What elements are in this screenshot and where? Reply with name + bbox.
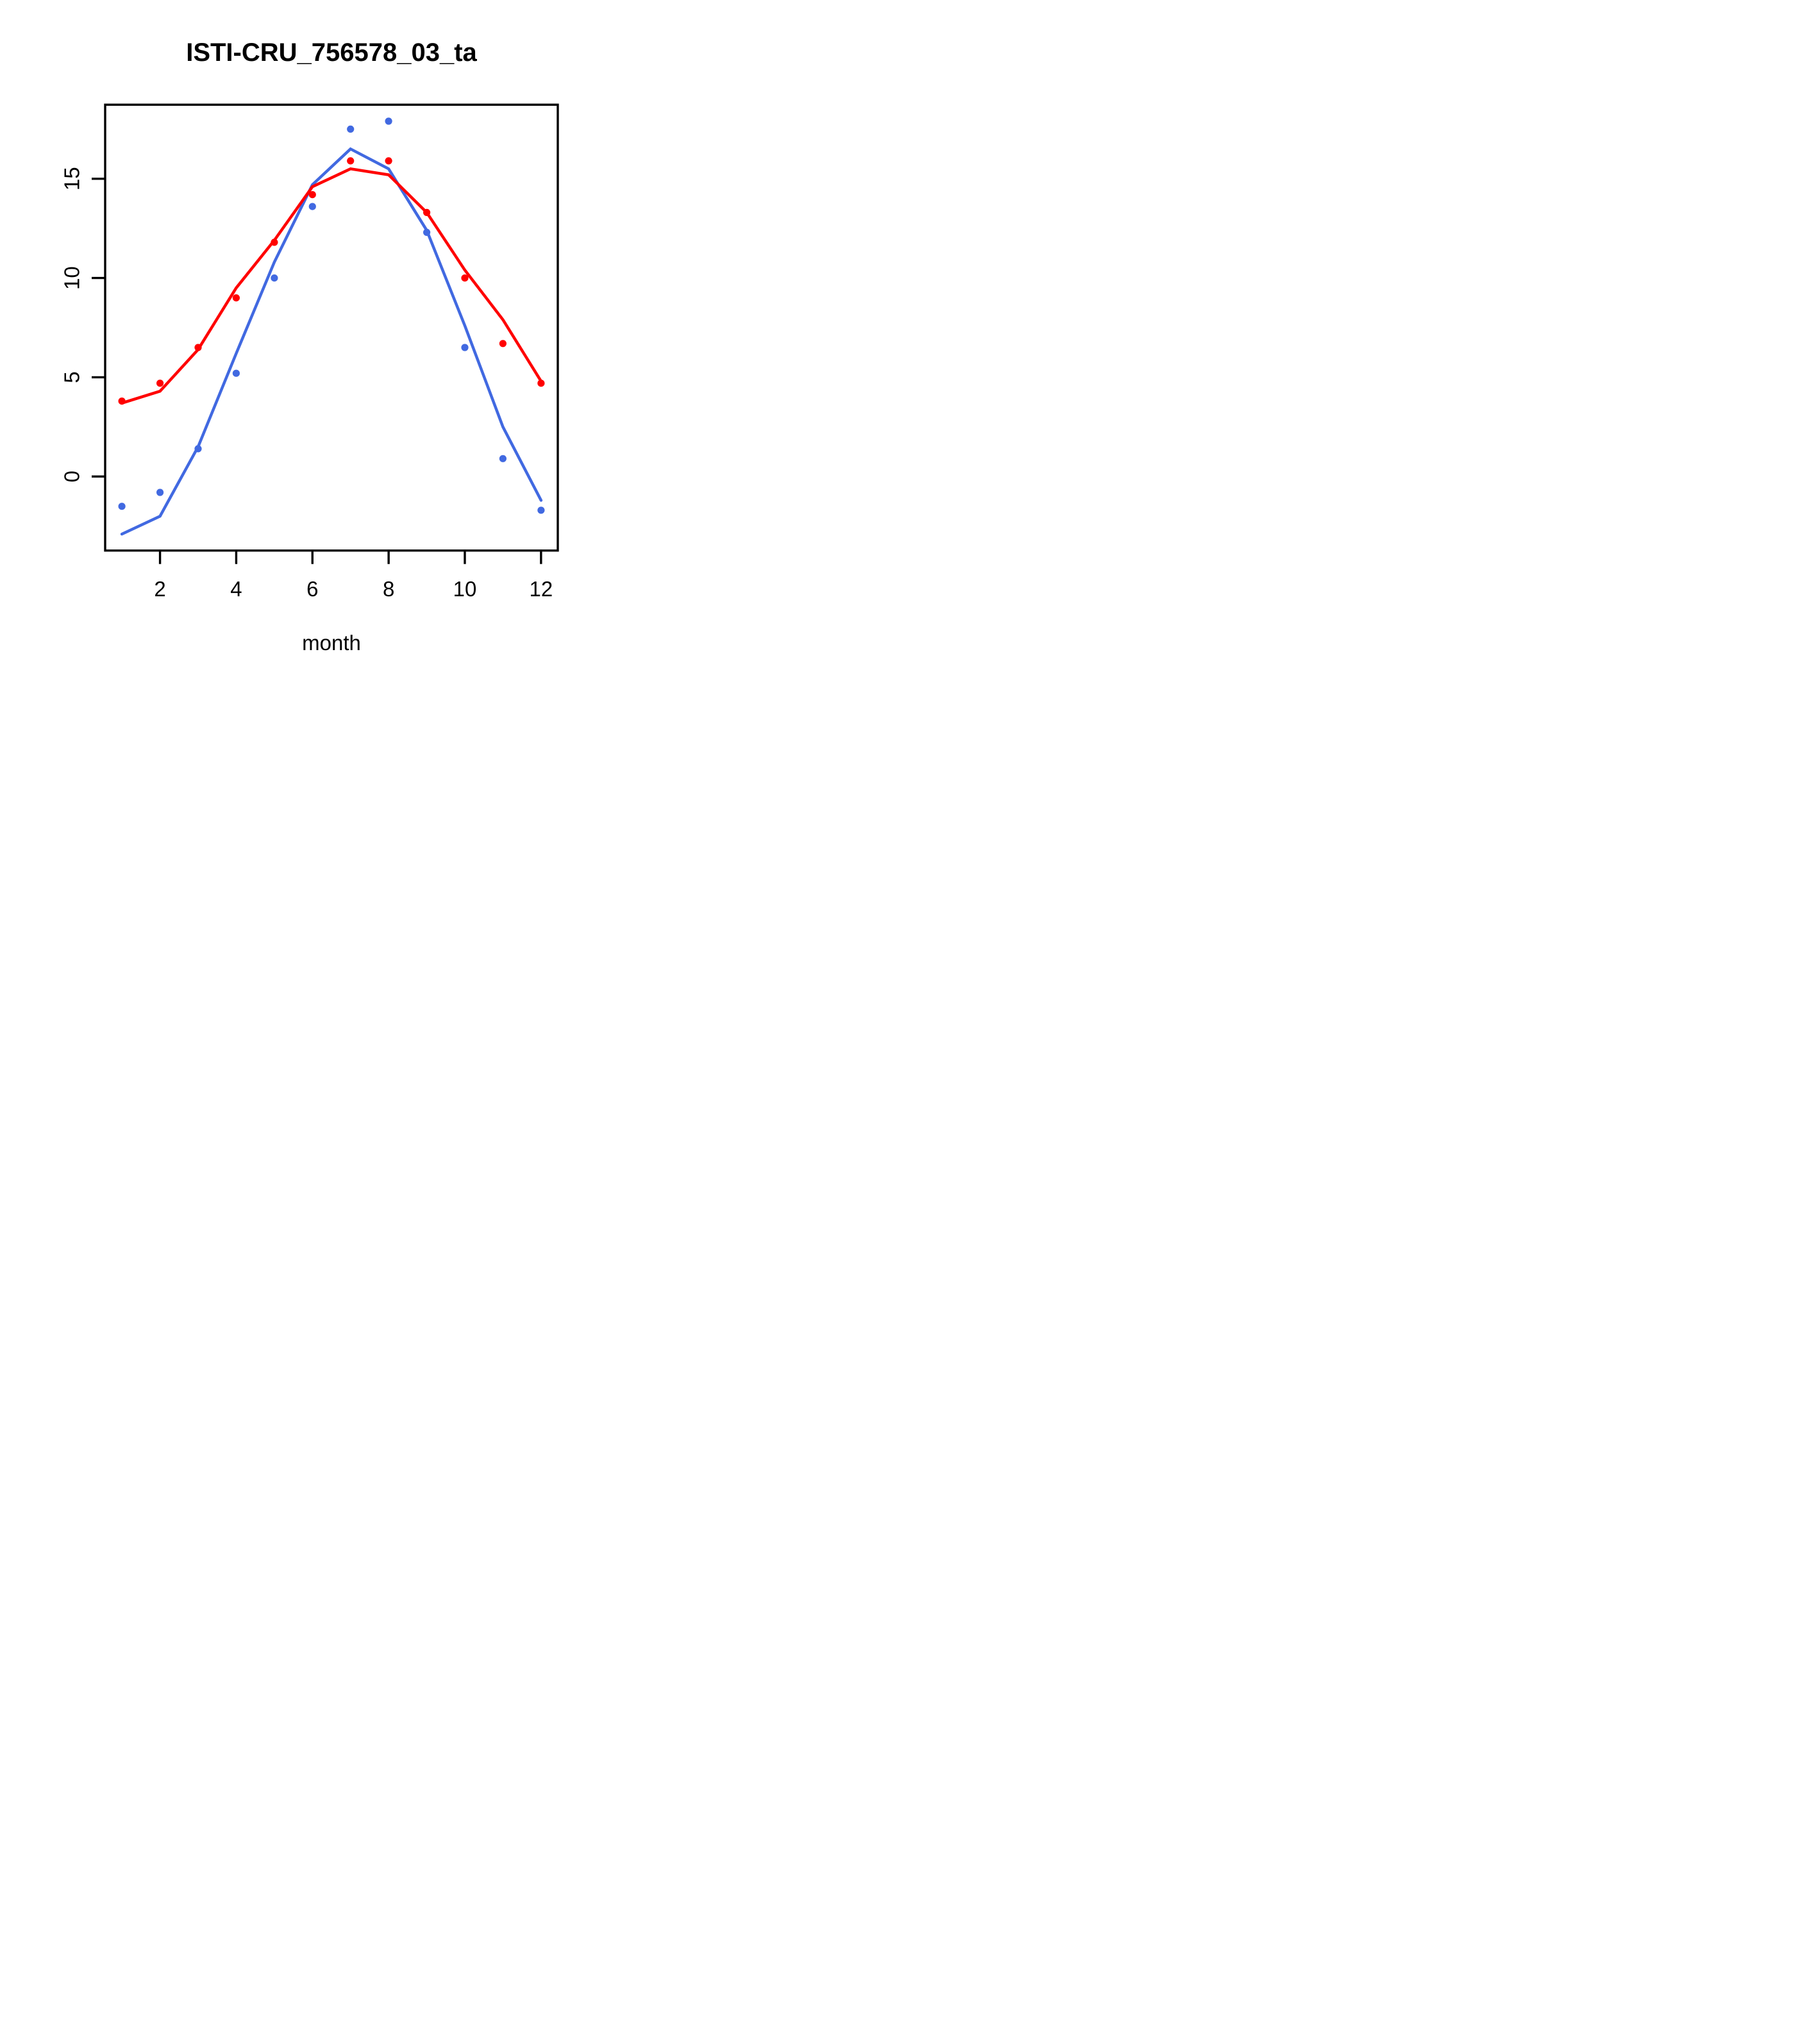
red-point bbox=[537, 380, 545, 387]
blue-point bbox=[385, 117, 392, 125]
red-point bbox=[347, 157, 355, 165]
red-point bbox=[461, 274, 469, 282]
plot-area: 2 4 6 8 10 12 0 5 10 15 bbox=[60, 103, 559, 601]
x-axis-label: month bbox=[302, 631, 361, 655]
red-point bbox=[118, 398, 126, 405]
y-tick-label: 0 bbox=[60, 471, 84, 482]
blue-point bbox=[461, 344, 469, 351]
blue-point bbox=[232, 369, 240, 377]
red-point bbox=[499, 340, 507, 348]
red-point bbox=[271, 239, 278, 246]
x-tick-label: 4 bbox=[230, 577, 242, 601]
blue-point bbox=[423, 228, 431, 236]
x-tick-label: 8 bbox=[383, 577, 394, 601]
blue-point bbox=[271, 274, 278, 282]
x-tick-label: 2 bbox=[154, 577, 165, 601]
red-line bbox=[120, 167, 543, 405]
figure: ISTI-CRU_756578_03_ta 2 4 6 8 10 12 0 5 10 15 mon… bbox=[0, 0, 606, 682]
blue-point bbox=[118, 503, 126, 510]
red-point bbox=[232, 294, 240, 302]
y-tick-label: 10 bbox=[60, 266, 84, 290]
chart-title: ISTI-CRU_756578_03_ta bbox=[186, 38, 477, 67]
red-point bbox=[308, 191, 316, 199]
x-tick-label: 12 bbox=[529, 577, 553, 601]
blue-point bbox=[347, 125, 355, 133]
blue-point bbox=[308, 203, 316, 210]
plot-box bbox=[104, 103, 559, 552]
blue-point bbox=[194, 445, 202, 453]
y-tick-label: 15 bbox=[60, 167, 84, 190]
y-tick-label: 5 bbox=[60, 371, 84, 383]
red-point bbox=[156, 380, 164, 387]
blue-point bbox=[537, 507, 545, 514]
blue-point bbox=[499, 455, 507, 462]
red-point bbox=[194, 344, 202, 351]
blue-point bbox=[156, 489, 164, 496]
x-tick-label: 6 bbox=[306, 577, 318, 601]
x-tick-label: 10 bbox=[453, 577, 477, 601]
blue-line bbox=[120, 147, 543, 536]
red-point bbox=[385, 157, 392, 165]
red-point bbox=[423, 208, 431, 216]
